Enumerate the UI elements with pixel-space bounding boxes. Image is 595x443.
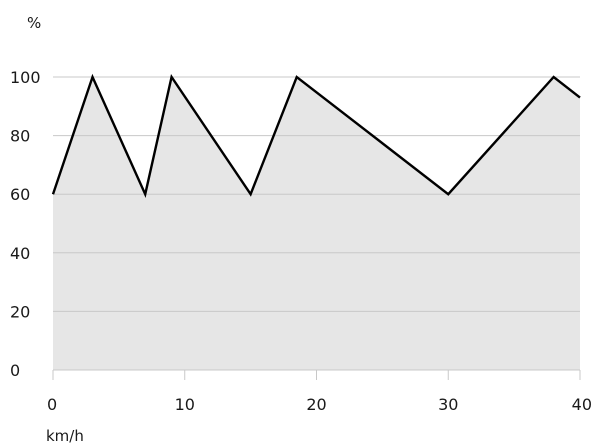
y-axis-title: % (27, 14, 41, 32)
x-tick-label: 10 (175, 395, 195, 414)
plot-area: 0 20 40 60 80 100 0 10 20 30 40 (10, 68, 592, 414)
x-tick-label: 40 (572, 395, 592, 414)
x-tick-label: 0 (47, 395, 57, 414)
x-tick-label: 30 (438, 395, 458, 414)
y-tick-label: 40 (10, 244, 30, 263)
x-tick-label: 20 (306, 395, 326, 414)
y-tick-label: 100 (10, 68, 41, 87)
y-tick-label: 60 (10, 185, 30, 204)
y-tick-label: 20 (10, 302, 30, 321)
series-area (53, 77, 580, 370)
y-tick-label: 80 (10, 127, 30, 146)
x-axis-title: km/h (46, 427, 84, 443)
y-tick-label: 0 (10, 361, 20, 380)
